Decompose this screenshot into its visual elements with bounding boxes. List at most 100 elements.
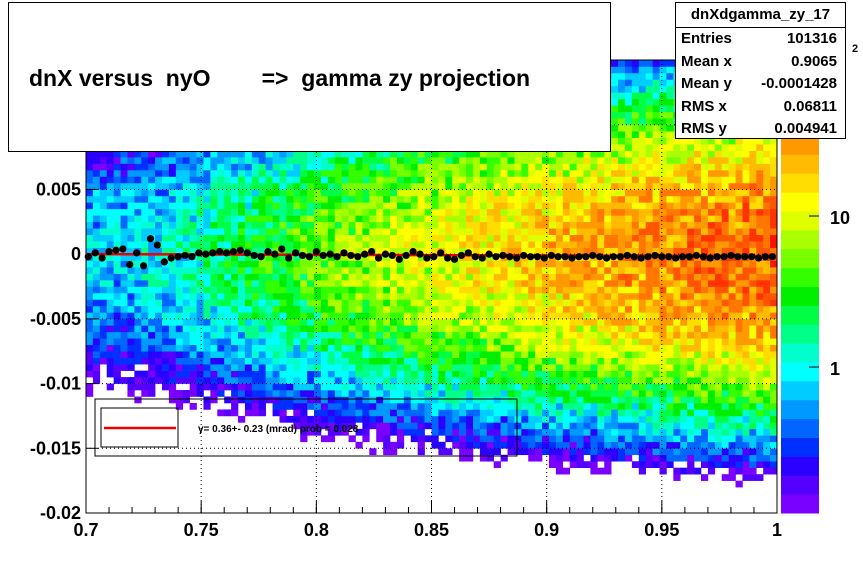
heatmap-cell [535,280,543,287]
heatmap-cell [590,461,598,468]
heatmap-cell [659,409,667,417]
heatmap-cell [327,228,336,236]
heatmap-cell [127,383,135,391]
heatmap-cell [618,325,626,333]
heatmap-cell [369,234,377,242]
heatmap-cell [390,325,398,333]
heatmap-cell [548,364,557,371]
heatmap-cell [583,415,591,423]
heatmap-cell [631,422,640,430]
heatmap-cell [362,377,370,384]
heatmap-cell [175,280,184,287]
heatmap-cell [265,338,273,346]
heatmap-cell [293,182,301,190]
heatmap-cell [286,267,294,274]
heatmap-cell [106,241,114,248]
heatmap-cell [127,292,135,300]
heatmap-cell [265,221,273,229]
heatmap-cell [189,234,197,242]
heatmap-cell [431,305,439,313]
heatmap-cell [203,182,211,190]
heatmap-cell [583,325,591,333]
heatmap-cell [514,292,522,300]
heatmap-cell [431,331,439,339]
heatmap-cell [293,409,301,417]
heatmap-cell [279,208,287,216]
heatmap-cell [624,454,633,462]
heatmap-cell [700,208,709,216]
heatmap-cell [624,383,633,391]
heatmap-cell [562,325,570,333]
heatmap-cell [673,351,681,358]
heatmap-cell [307,331,315,339]
heatmap-cell [155,157,163,164]
heatmap-cell [459,312,467,320]
heatmap-cell [569,215,577,223]
heatmap-cell [244,331,253,339]
heatmap-cell [611,364,619,371]
heatmap-cell [286,331,294,339]
heatmap-cell [99,351,108,358]
heatmap-cell [562,409,570,417]
heatmap-cell [700,325,709,333]
heatmap-cell [369,338,377,346]
heatmap-cell [562,396,570,404]
heatmap-cell [251,228,260,236]
heatmap-cell [390,331,398,339]
heatmap-cell [459,163,467,171]
heatmap-cell [590,176,598,184]
heatmap-cell [265,344,273,352]
heatmap-cell [141,228,149,236]
heatmap-cell [624,195,633,203]
heatmap-cell [631,292,640,300]
heatmap-cell [341,351,349,358]
heatmap-cell [652,163,660,171]
heatmap-cell [244,189,253,197]
heatmap-cell [189,189,197,197]
heatmap-cell [562,176,570,184]
heatmap-cell [500,409,508,417]
heatmap-cell [618,131,626,138]
heatmap-cell [645,137,653,145]
heatmap-cell [707,357,716,365]
heatmap-cell [134,157,142,164]
heatmap-cell [528,415,536,423]
heatmap-cell [383,228,391,236]
heatmap-cell [403,247,412,255]
heatmap-cell [687,280,695,287]
heatmap-cell [327,163,336,171]
heatmap-cell [113,318,121,326]
heatmap-cell [189,150,197,158]
heatmap-cell [396,170,405,177]
heatmap-cell [120,182,128,190]
heatmap-cell [611,195,619,203]
heatmap-cell [424,247,432,255]
heatmap-cell [341,383,349,391]
heatmap-cell [507,221,515,229]
heatmap-cell [472,260,481,268]
heatmap-cell [396,318,405,326]
heatmap-cell [555,305,564,313]
heatmap-cell [680,202,688,210]
heatmap-cell [141,357,149,365]
heatmap-cell [597,364,605,371]
heatmap-cell [334,383,342,391]
heatmap-cell [396,208,405,216]
heatmap-cell [238,208,246,216]
heatmap-cell [624,189,633,197]
heatmap-cell [666,370,674,378]
heatmap-cell [555,396,564,404]
heatmap-cell [376,163,384,171]
heatmap-cell [314,422,322,430]
heatmap-cell [472,325,481,333]
heatmap-cell [168,390,177,397]
heatmap-cell [542,383,550,391]
heatmap-cell [210,344,218,352]
heatmap-cell [472,312,481,320]
heatmap-cell [618,448,626,456]
heatmap-cell [583,441,591,449]
heatmap-cell [155,377,163,384]
heatmap-cell [694,170,702,177]
heatmap-cell [694,383,702,391]
heatmap-cell [438,202,446,210]
